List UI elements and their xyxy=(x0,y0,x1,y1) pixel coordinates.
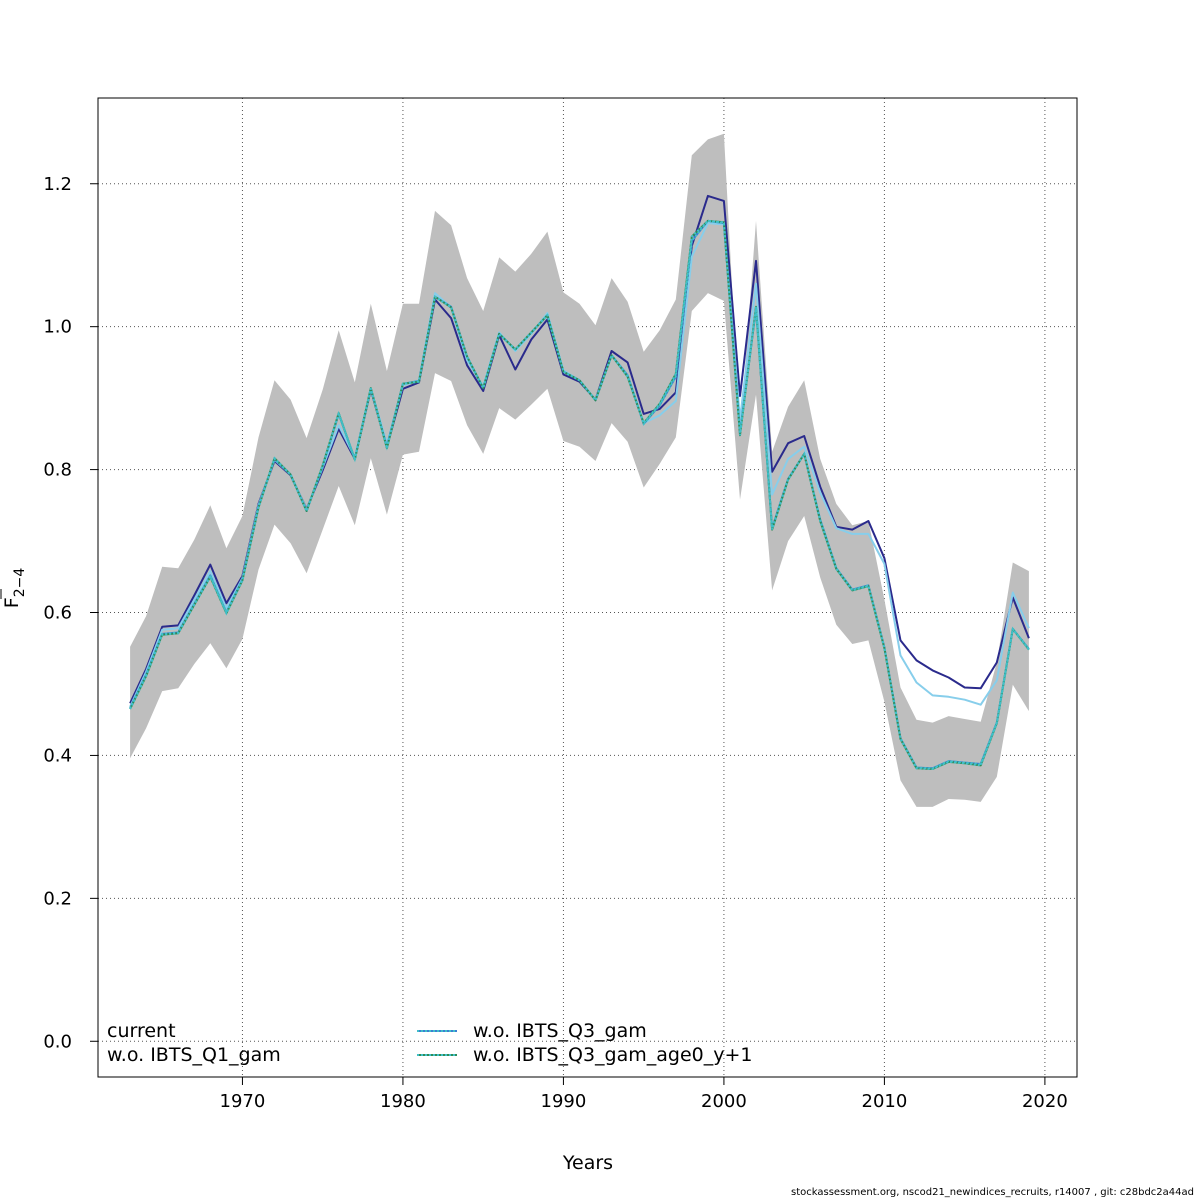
y-tick-label-1: 0.2 xyxy=(43,888,72,909)
x-tick-label-2020: 2020 xyxy=(1022,1091,1068,1112)
legend-label-2: w.o. IBTS_Q3_gam xyxy=(473,1020,647,1042)
confidence-band-area xyxy=(130,133,1029,807)
series-lines xyxy=(129,194,1030,771)
x-axis: 1970 1980 1990 2000 2010 2020 xyxy=(220,1077,1068,1112)
svg-text:F2−4: F2−4 xyxy=(1,568,28,609)
x-tick-label-2010: 2010 xyxy=(862,1091,908,1112)
y-axis-title-sub: 2−4 xyxy=(12,568,28,598)
x-axis-title: Years xyxy=(562,1152,613,1174)
y-tick-label-3: 0.6 xyxy=(43,603,72,624)
y-tick-label-4: 0.8 xyxy=(43,460,72,481)
confidence-band xyxy=(130,133,1029,807)
y-axis-title-main: F xyxy=(1,597,23,608)
y-tick-label-0: 0.0 xyxy=(43,1031,72,1052)
x-tick-label-1970: 1970 xyxy=(220,1091,266,1112)
x-tick-label-1990: 1990 xyxy=(541,1091,587,1112)
series-overlay-3 xyxy=(129,219,1030,771)
plot-frame xyxy=(97,97,1078,1078)
legend-label-0: current xyxy=(107,1020,176,1042)
y-axis: 0.0 0.2 0.4 0.6 0.8 1.0 1.2 xyxy=(43,174,98,1052)
y-tick-label-2: 0.4 xyxy=(43,745,72,766)
y-tick-label-5: 1.0 xyxy=(43,317,72,338)
footer-caption: stockassessment.org, nscod21_newindices_… xyxy=(791,1187,1194,1198)
y-tick-label-6: 1.2 xyxy=(43,174,72,195)
x-tick-label-1980: 1980 xyxy=(380,1091,426,1112)
x-tick-label-2000: 2000 xyxy=(701,1091,747,1112)
legend-label-1: w.o. IBTS_Q1_gam xyxy=(107,1044,281,1066)
y-axis-title: F2−4 xyxy=(0,568,28,609)
legend-label-3: w.o. IBTS_Q3_gam_age0_y+1 xyxy=(473,1044,753,1066)
